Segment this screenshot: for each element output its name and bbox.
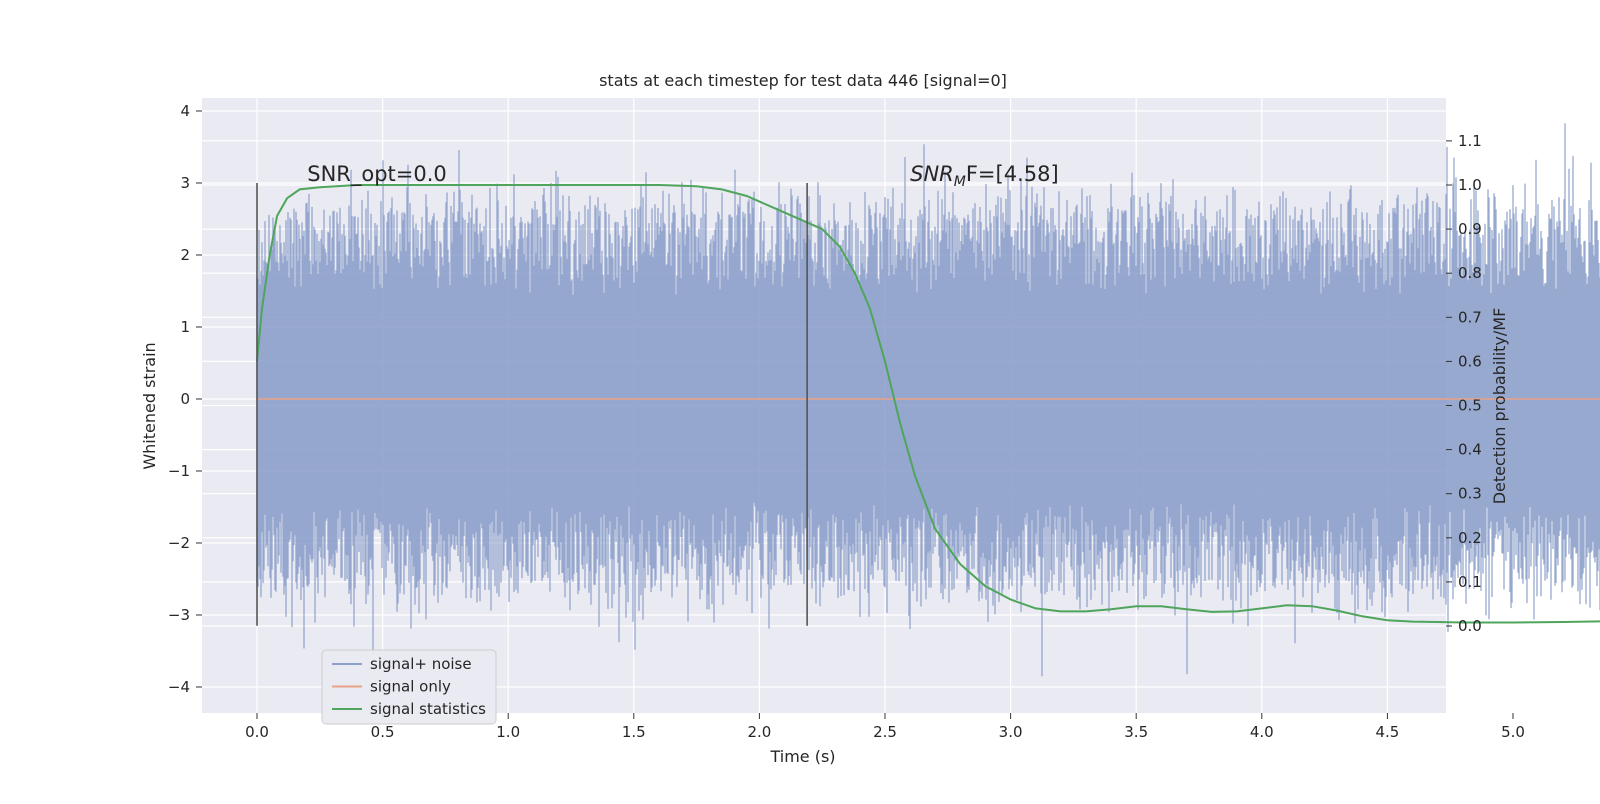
y-tick-label: 2 — [180, 246, 190, 264]
y-tick-label: 1 — [180, 318, 190, 336]
series-lines — [256, 184, 1600, 624]
y-tick-label: 3 — [180, 174, 190, 192]
annotation-text: SNR_opt=0.0 — [307, 162, 447, 187]
legend-box — [321, 649, 497, 725]
y2-tick-label: 0.7 — [1458, 308, 1482, 326]
signal-statistics-line — [256, 184, 1600, 624]
y-axis-label: Whitened strain — [140, 342, 159, 469]
y2-tick-label: 0.0 — [1458, 617, 1482, 635]
y2-tick-label: 0.1 — [1458, 573, 1482, 591]
y2-tick-label: 0.9 — [1458, 220, 1482, 238]
x-tick-label: 2.5 — [873, 723, 897, 741]
vertical-markers — [256, 183, 808, 626]
y2-tick-label: 0.5 — [1458, 397, 1482, 415]
y2-tick-label: 0.8 — [1458, 264, 1482, 282]
y-tick-label: 0 — [180, 390, 190, 408]
y-tick-label: −1 — [168, 462, 190, 480]
y2-tick-label: 0.3 — [1458, 485, 1482, 503]
legend-label: signal statistics — [370, 700, 486, 718]
x-tick-label: 2.0 — [747, 723, 771, 741]
y-tick-label: −4 — [168, 678, 190, 696]
x-tick-label: 4.5 — [1375, 723, 1399, 741]
y2-tick-label: 0.2 — [1458, 529, 1482, 547]
x-tick-label: 0.0 — [245, 723, 269, 741]
x-axis-label: Time (s) — [769, 747, 835, 766]
y2-tick-label: 0.4 — [1458, 441, 1482, 459]
x-tick-label: 3.5 — [1124, 723, 1148, 741]
x-tick-label: 0.5 — [371, 723, 395, 741]
y2-axis-label: Detection probability/MF — [1490, 308, 1509, 505]
x-tick-label: 4.0 — [1250, 723, 1274, 741]
axes: 0.00.51.01.52.02.53.03.54.04.55.05.56.06… — [168, 102, 1525, 741]
y2-tick-label: 1.1 — [1458, 132, 1482, 150]
y-tick-label: −2 — [168, 534, 190, 552]
legend: signal+ noise signal only signal statistic… — [321, 649, 497, 725]
y2-tick-label: 1.0 — [1458, 176, 1482, 194]
x-tick-label: 1.0 — [496, 723, 520, 741]
x-tick-label: 3.0 — [999, 723, 1023, 741]
y-tick-label: 4 — [180, 102, 190, 120]
x-tick-label: 5.0 — [1501, 723, 1525, 741]
annotation-text: SNRMF=[4.58] — [910, 162, 1059, 190]
legend-label: signal only — [370, 678, 451, 696]
legend-label: signal+ noise — [370, 655, 472, 673]
chart-title: stats at each timestep for test data 446… — [599, 71, 1007, 90]
x-tick-label: 1.5 — [622, 723, 646, 741]
y2-tick-label: 0.6 — [1458, 352, 1482, 370]
y-tick-label: −3 — [168, 606, 190, 624]
